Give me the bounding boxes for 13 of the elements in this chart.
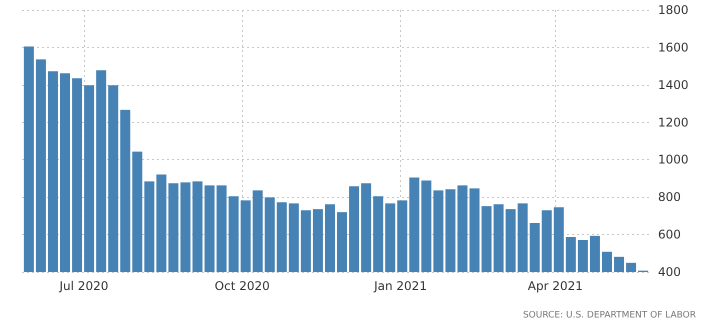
- y-tick-label: 400: [658, 265, 681, 279]
- y-tick-label: 1200: [658, 115, 689, 130]
- x-tick-label: Apr 2021: [528, 279, 583, 293]
- x-tick-label: Oct 2020: [214, 279, 270, 293]
- source-note: SOURCE: U.S. DEPARTMENT OF LABOR: [522, 310, 696, 320]
- y-tick-label: 1600: [658, 40, 689, 54]
- x-tick-label: Jan 2021: [373, 279, 427, 293]
- y-tick-label: 600: [658, 228, 681, 242]
- x-tick-label: Jul 2020: [58, 279, 108, 293]
- y-tick-label: 1000: [658, 152, 689, 167]
- y-tick-label: 800: [658, 190, 681, 204]
- y-tick-label: 1800: [658, 3, 689, 17]
- y-tick-label: 1400: [658, 78, 689, 92]
